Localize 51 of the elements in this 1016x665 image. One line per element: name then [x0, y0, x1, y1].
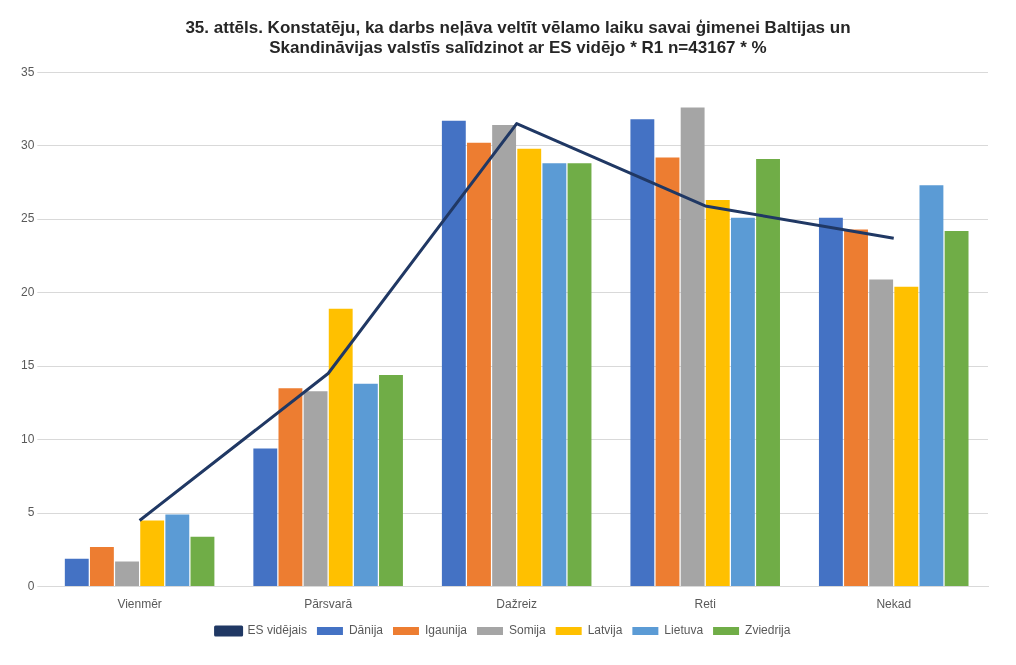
- legend-label: ES vidējais: [247, 623, 307, 638]
- bar: [919, 185, 944, 587]
- bar: [567, 163, 592, 587]
- bar: [89, 546, 114, 587]
- bar: [680, 107, 705, 587]
- legend-label: Zviedrija: [745, 623, 791, 638]
- bar: [441, 120, 466, 587]
- legend-label: Lietuva: [664, 623, 704, 638]
- y-tick-label: 25: [20, 211, 35, 226]
- y-tick-label: 30: [20, 138, 35, 152]
- y-tick-label: 0: [27, 578, 35, 593]
- bar: [944, 230, 969, 587]
- bar: [115, 561, 139, 587]
- x-tick-label: Pārsvarā: [304, 597, 353, 612]
- bar: [844, 229, 868, 587]
- bar: [165, 514, 190, 587]
- y-tick-label: 15: [20, 358, 35, 373]
- bar: [303, 391, 328, 587]
- y-tick-label: 10: [20, 431, 35, 446]
- y-tick-label: 35: [20, 64, 35, 79]
- bar: [253, 448, 278, 587]
- bar: [655, 157, 680, 587]
- bar: [140, 520, 165, 587]
- bar: [190, 536, 215, 587]
- bar: [278, 388, 303, 587]
- legend-label: Latvija: [587, 623, 623, 638]
- bar: [730, 217, 755, 587]
- legend-label: Dānija: [348, 623, 384, 638]
- x-tick-label: Vienmēr: [117, 597, 162, 612]
- bar: [894, 286, 919, 587]
- chart-title: 35. attēls. Konstatēju, ka darbs neļāva veltīt vēlamo laiku savai ģimenei Baltijas un Skandināvijas valstīs salīdzinot ar ES vidējo * R1 n=43167 * %: [184, 17, 852, 59]
- bar: [328, 308, 353, 587]
- y-tick-label: 5: [27, 505, 35, 520]
- bar: [869, 279, 894, 587]
- x-tick-label: Reti: [694, 597, 716, 612]
- bar: [467, 142, 491, 587]
- bar: [64, 558, 89, 587]
- bar: [705, 200, 730, 587]
- bar: [353, 383, 378, 587]
- bar: [756, 158, 780, 587]
- legend-label: Igaunija: [424, 623, 468, 638]
- y-tick-label: 20: [20, 284, 35, 299]
- bar: [492, 125, 517, 587]
- bar: [517, 148, 542, 587]
- bar: [542, 163, 567, 587]
- x-tick-label: Dažreiz: [496, 597, 538, 612]
- legend-label: Somija: [509, 623, 547, 638]
- x-tick-label: Nekad: [876, 597, 912, 612]
- bar: [379, 374, 403, 587]
- bar: [818, 217, 843, 587]
- bar: [630, 119, 655, 587]
